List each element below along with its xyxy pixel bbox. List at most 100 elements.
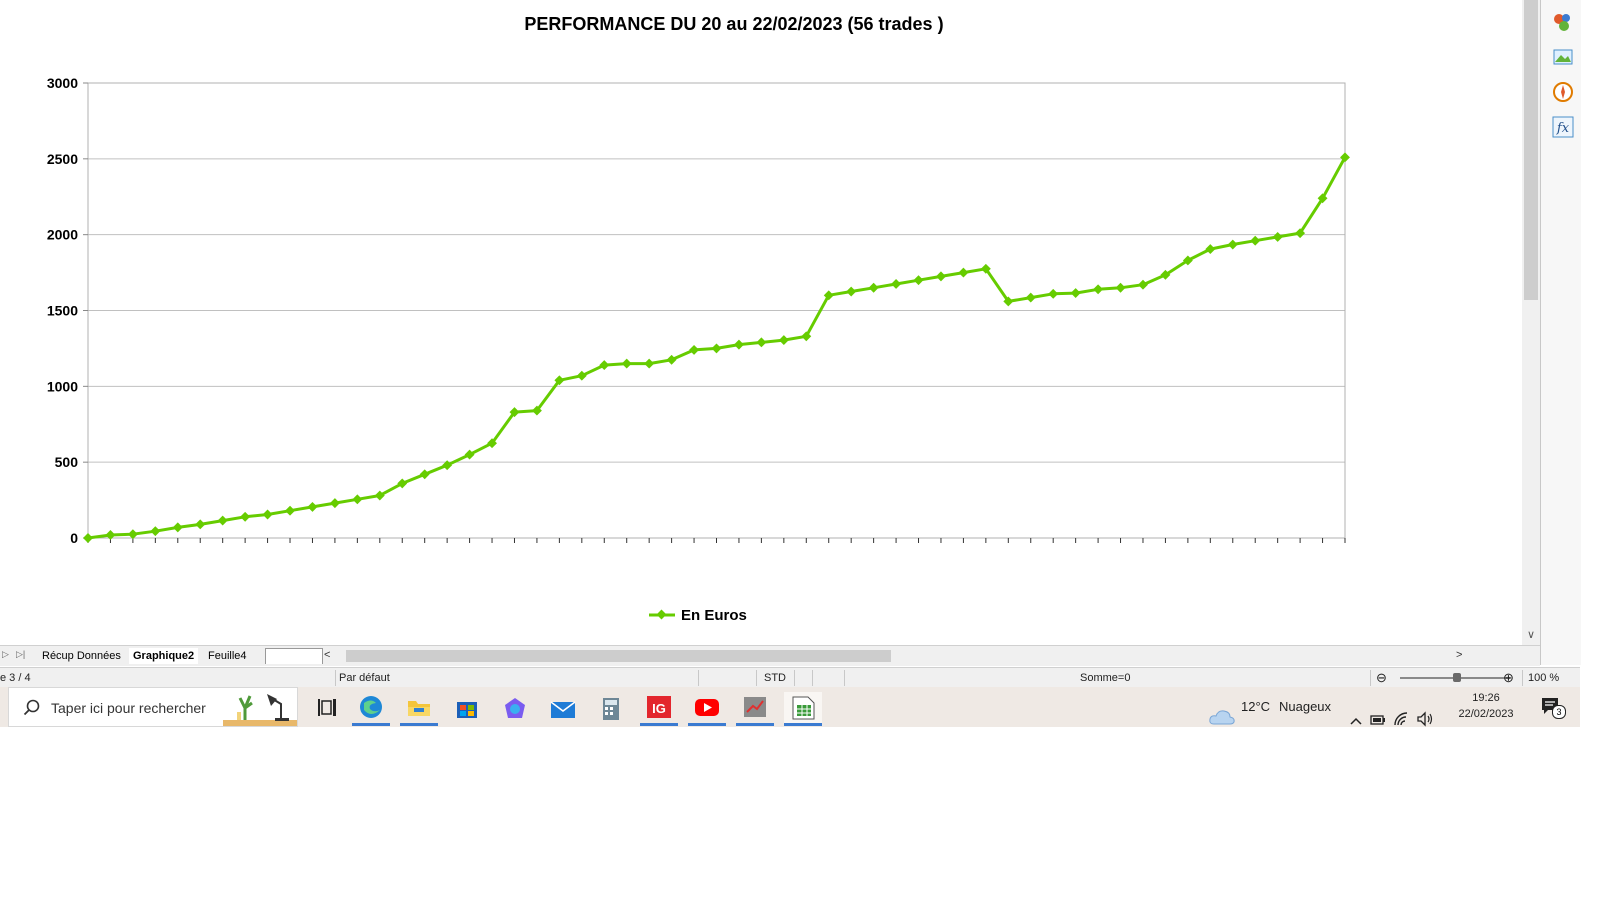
data-point — [1003, 296, 1014, 307]
zoom-level[interactable]: 100 % — [1528, 672, 1560, 684]
y-tick-label: 3000 — [47, 75, 78, 91]
weather-description[interactable]: Nuageux — [1279, 699, 1332, 714]
data-point — [644, 358, 655, 369]
status-bar: e 3 / 4 Par défaut STD Somme=0 ⊖ ⊕ 100 % — [0, 667, 1580, 688]
data-point — [285, 505, 295, 516]
data-point — [374, 490, 385, 501]
data-point — [217, 515, 228, 526]
divider — [844, 670, 845, 686]
taskbar-clock[interactable]: 19:26 22/02/2023 — [1448, 690, 1524, 722]
sum-indicator[interactable]: Somme=0 — [1080, 672, 1131, 684]
data-point — [419, 469, 430, 480]
data-point — [105, 530, 116, 540]
chart-area: PERFORMANCE DU 20 au 22/02/2023 (56 trad… — [46, 14, 1350, 624]
search-highlight-illustration-icon — [223, 694, 297, 726]
scroll-right-icon[interactable]: > — [1456, 649, 1463, 661]
data-point — [509, 407, 520, 418]
data-point — [1115, 282, 1126, 293]
copilot-icon[interactable] — [496, 692, 534, 726]
data-point — [240, 511, 251, 522]
data-point — [83, 533, 93, 543]
divider — [756, 670, 757, 686]
mail-icon[interactable] — [544, 692, 582, 726]
data-point — [172, 522, 183, 533]
task-view-icon[interactable] — [310, 692, 348, 726]
y-tick-label: 500 — [55, 454, 79, 470]
selection-mode[interactable]: STD — [764, 672, 786, 684]
styles-icon[interactable] — [1551, 10, 1575, 34]
divider — [335, 670, 336, 686]
clock-time: 19:26 — [1472, 692, 1500, 704]
zoom-slider-handle[interactable] — [1453, 673, 1461, 682]
data-point — [868, 282, 879, 293]
data-point — [195, 519, 206, 530]
data-point — [958, 267, 969, 278]
divider — [1522, 670, 1523, 686]
file-explorer-icon[interactable] — [400, 692, 438, 726]
trading-chart-app-icon[interactable] — [736, 692, 774, 726]
y-axis-ticks: 0 500 1000 1500 2000 2500 3000 — [47, 75, 88, 546]
tab-graphique2[interactable]: Graphique2 — [129, 648, 199, 664]
horizontal-scrollbar[interactable]: < > — [324, 649, 1516, 662]
data-point — [733, 339, 744, 350]
legend-label: En Euros — [681, 607, 747, 624]
tab-feuille4[interactable]: Feuille4 — [208, 650, 247, 662]
data-point — [464, 449, 475, 460]
data-point — [262, 509, 273, 520]
data-point — [576, 370, 587, 381]
cloud-weather-icon[interactable] — [1208, 697, 1236, 737]
microsoft-store-icon[interactable] — [448, 692, 486, 726]
data-point — [1227, 239, 1238, 250]
vertical-scrollbar[interactable]: ∨ — [1522, 0, 1540, 645]
data-point — [1272, 231, 1283, 242]
data-point — [980, 263, 991, 274]
data-point — [352, 494, 363, 505]
libreoffice-calc-icon[interactable] — [784, 692, 822, 726]
zoom-out-icon[interactable]: ⊖ — [1376, 670, 1387, 685]
tab-recup-donnees[interactable]: Récup Données — [42, 650, 121, 662]
data-point — [487, 438, 497, 449]
data-point — [1205, 244, 1216, 255]
zoom-in-icon[interactable]: ⊕ — [1503, 670, 1514, 685]
line-chart: PERFORMANCE DU 20 au 22/02/2023 (56 trad… — [47, 14, 1350, 624]
weather-temperature[interactable]: 12°C — [1241, 699, 1271, 714]
svg-text:IG: IG — [652, 701, 666, 716]
sidebar-deck: fx — [1540, 0, 1581, 665]
series-en-euros — [83, 152, 1350, 543]
data-point — [1070, 288, 1081, 299]
ig-trading-icon[interactable]: IG — [640, 692, 678, 726]
legend-marker — [656, 609, 667, 620]
divider — [812, 670, 813, 686]
data-point — [554, 375, 565, 386]
volume-icon[interactable] — [1416, 699, 1434, 739]
divider — [698, 670, 699, 686]
chevron-up-icon[interactable] — [1350, 701, 1362, 741]
battery-icon[interactable] — [1370, 700, 1386, 740]
vertical-scroll-thumb[interactable] — [1524, 0, 1538, 300]
scroll-down-icon[interactable]: ∨ — [1526, 629, 1536, 641]
taskbar-search-box[interactable]: Taper ici pour rechercher — [8, 687, 298, 727]
gallery-icon[interactable] — [1551, 45, 1575, 69]
notification-count: 3 — [1552, 705, 1566, 719]
functions-icon[interactable]: fx — [1551, 115, 1575, 139]
edge-browser-icon[interactable] — [352, 692, 390, 726]
y-tick-label: 2000 — [47, 227, 78, 243]
page-style[interactable]: Par défaut — [339, 672, 390, 684]
scroll-left-icon[interactable]: < — [324, 649, 331, 661]
horizontal-scroll-thumb[interactable] — [346, 650, 891, 662]
navigator-icon[interactable] — [1551, 80, 1575, 104]
data-point — [1093, 284, 1104, 295]
data-point — [711, 343, 722, 354]
data-point — [329, 498, 340, 509]
prev-sheet-icon[interactable]: ▷ — [2, 649, 9, 659]
youtube-icon[interactable] — [688, 692, 726, 726]
data-point — [891, 279, 902, 289]
notification-center-button[interactable]: 3 — [1540, 695, 1566, 719]
search-placeholder: Taper ici pour rechercher — [51, 700, 206, 716]
data-point — [666, 354, 677, 365]
calculator-icon[interactable] — [592, 692, 630, 726]
last-sheet-icon[interactable]: ▷| — [16, 649, 26, 659]
wifi-icon[interactable] — [1393, 699, 1409, 739]
tab-add-area[interactable] — [265, 648, 323, 664]
data-point — [1317, 193, 1328, 204]
